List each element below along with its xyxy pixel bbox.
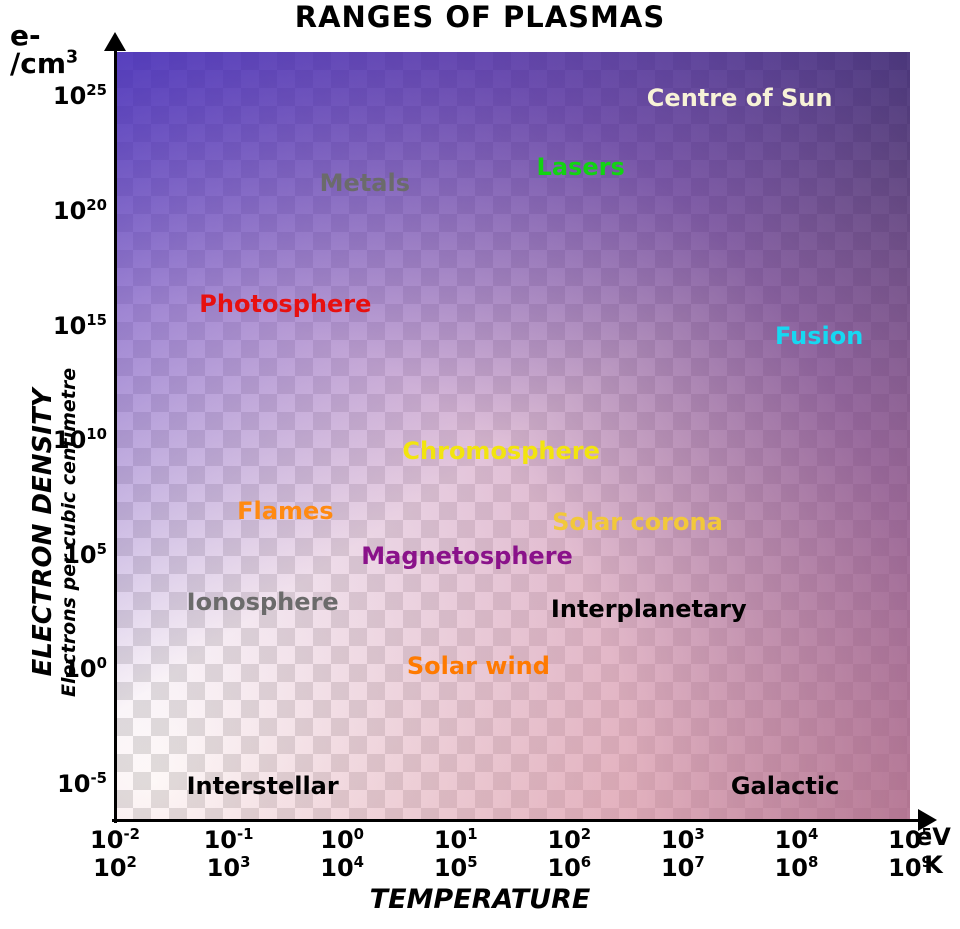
plasma-label: Chromosphere bbox=[402, 437, 599, 465]
plasma-label: Metals bbox=[320, 169, 410, 197]
plasma-label: Solar corona bbox=[552, 508, 723, 536]
y-tick: 1015 bbox=[53, 312, 107, 340]
x-tick-ev: 104 bbox=[775, 826, 819, 854]
y-tick: 10-5 bbox=[57, 770, 107, 798]
y-axis-arrowhead bbox=[104, 32, 126, 51]
x-tick-k: 102 bbox=[93, 854, 137, 882]
plasma-label: Galactic bbox=[731, 772, 839, 800]
x-axis-label: TEMPERATURE bbox=[0, 884, 960, 915]
y-axis-label: ELECTRON DENSITY bbox=[28, 368, 58, 697]
y-tick: 1020 bbox=[53, 197, 107, 225]
y-axis-top-unit: e-∕cm3 bbox=[10, 22, 78, 78]
x-tick-ev: 101 bbox=[434, 826, 478, 854]
plasma-label: Ionosphere bbox=[187, 588, 339, 616]
plasma-label: Fusion bbox=[775, 322, 863, 350]
x-tick-ev: 10-2 bbox=[90, 826, 140, 854]
plasma-label: Interstellar bbox=[187, 772, 339, 800]
plasma-label: Centre of Sun bbox=[647, 84, 833, 112]
chart-root: { "canvas": { "width": 960, "height": 92… bbox=[0, 0, 960, 929]
plasma-labels-layer: Centre of Sun Lasers Metals Photosphere Fusi… bbox=[115, 52, 910, 820]
plasma-label: Solar wind bbox=[407, 652, 550, 680]
chart-title: RANGES OF PLASMAS bbox=[0, 0, 960, 34]
x-tick-k: 106 bbox=[547, 854, 591, 882]
x-tick-ev: 102 bbox=[547, 826, 591, 854]
x-tick-k: 107 bbox=[661, 854, 705, 882]
x-tick-k: 108 bbox=[775, 854, 819, 882]
x-axis-line bbox=[112, 819, 924, 822]
plasma-label: Interplanetary bbox=[551, 595, 747, 623]
x-tick-k: 105 bbox=[434, 854, 478, 882]
plasma-label: Magnetosphere bbox=[361, 542, 573, 570]
plasma-label: Lasers bbox=[537, 153, 625, 181]
plot-area: Centre of Sun Lasers Metals Photosphere Fusi… bbox=[115, 52, 910, 820]
y-axis-line bbox=[114, 38, 117, 823]
plasma-label: Flames bbox=[237, 497, 333, 525]
x-tick-k: 109 bbox=[888, 854, 932, 882]
plasma-label: Photosphere bbox=[199, 290, 371, 318]
x-tick-k: 103 bbox=[207, 854, 251, 882]
y-axis-label-block: ELECTRON DENSITY Electrons per cubic cen… bbox=[28, 368, 80, 697]
x-tick-ev: 10-1 bbox=[204, 826, 254, 854]
y-tick: 1025 bbox=[53, 82, 107, 110]
x-tick-ev: 105 bbox=[888, 826, 932, 854]
y-axis-sublabel: Electrons per cubic centimetre bbox=[58, 368, 80, 697]
x-tick-k: 104 bbox=[320, 854, 364, 882]
x-tick-ev: 100 bbox=[320, 826, 364, 854]
x-tick-ev: 103 bbox=[661, 826, 705, 854]
